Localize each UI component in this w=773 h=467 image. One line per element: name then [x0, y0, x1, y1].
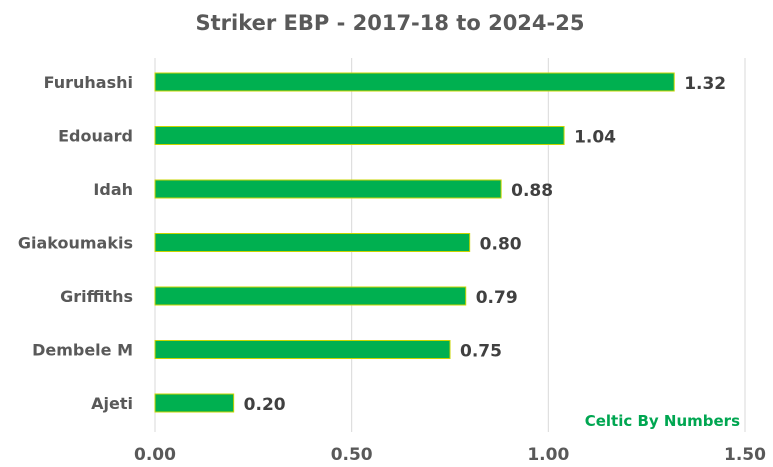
value-labels: 1.32 1.04 0.88 0.80 0.79 0.75 0.20 — [244, 74, 726, 415]
value-label: 1.32 — [684, 74, 726, 94]
value-label: 0.20 — [244, 395, 286, 415]
x-tick-label: 0.50 — [331, 445, 373, 465]
category-labels: Furuhashi Edouard Idah Giakoumakis Griffiths… — [18, 73, 133, 413]
x-tick-label: 1.50 — [724, 445, 766, 465]
value-label: 0.88 — [511, 181, 553, 201]
chart-title: Striker EBP - 2017-18 to 2024-25 — [196, 11, 585, 35]
value-label: 1.04 — [574, 128, 616, 148]
x-tick-labels: 0.00 0.50 1.00 1.50 — [134, 445, 766, 465]
bar-griffiths — [154, 286, 467, 306]
watermark: Celtic By Numbers — [585, 412, 740, 430]
category-label: Ajeti — [91, 394, 133, 413]
bar-ajeti — [154, 393, 235, 413]
category-label: Griffiths — [60, 287, 133, 306]
bar-dembele-m — [154, 340, 451, 359]
category-label: Furuhashi — [44, 73, 133, 92]
value-label: 0.79 — [476, 288, 518, 308]
category-label: Idah — [93, 180, 133, 199]
bars — [154, 72, 675, 413]
category-label: Dembele M — [32, 341, 133, 360]
bar-furuhashi — [154, 72, 675, 92]
bar-edouard — [154, 126, 565, 145]
value-label: 0.80 — [480, 235, 522, 255]
x-tick-label: 1.00 — [527, 445, 569, 465]
category-label: Giakoumakis — [18, 234, 133, 253]
x-tick-label: 0.00 — [134, 445, 176, 465]
value-label: 0.75 — [460, 342, 502, 362]
bar-idah — [154, 179, 502, 199]
bar-giakoumakis — [154, 233, 471, 252]
category-label: Edouard — [58, 127, 133, 146]
